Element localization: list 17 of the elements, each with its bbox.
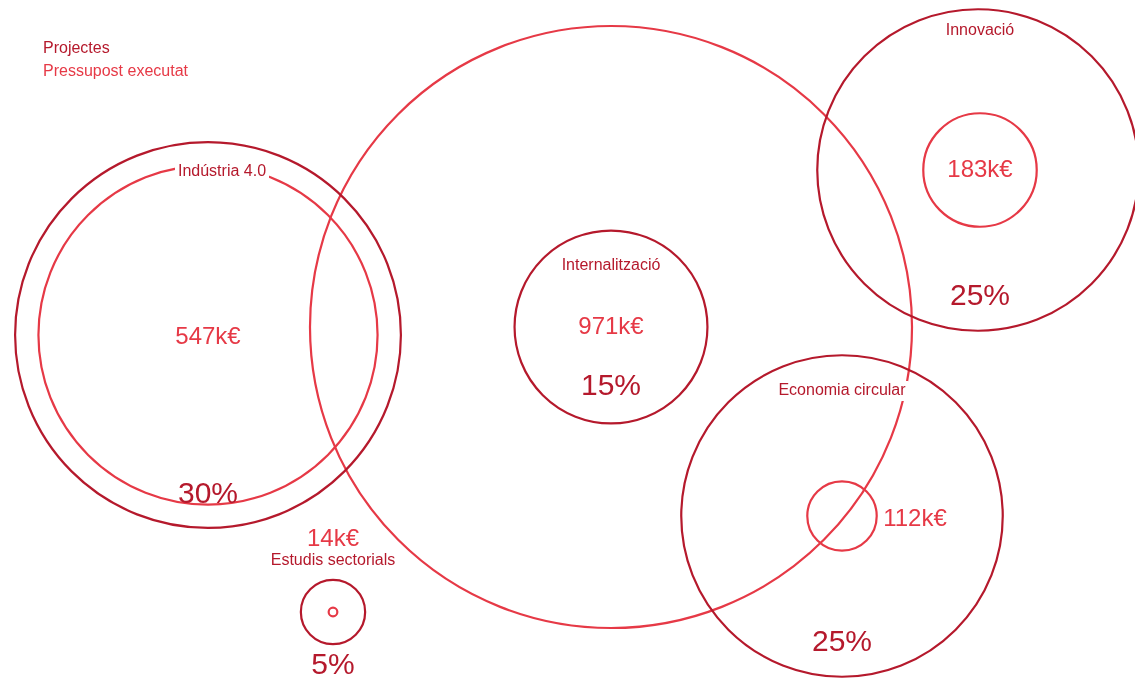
- category-label: Economia circular: [778, 381, 907, 399]
- data-label: 25%: [811, 624, 873, 658]
- data-label: 547k€: [175, 321, 242, 349]
- category-label: Innovació: [945, 21, 1015, 39]
- legend-label: Pressupost executat: [43, 61, 188, 81]
- data-label: 25%: [949, 278, 1011, 312]
- data-label: 112k€: [883, 503, 948, 531]
- legend-label: Projectes: [43, 38, 111, 58]
- data-label: 15%: [580, 368, 642, 402]
- category-label: Indústria 4.0: [177, 162, 267, 180]
- category-label: Internalització: [561, 256, 661, 274]
- data-label: 30%: [177, 476, 239, 510]
- data-label: 5%: [311, 647, 355, 681]
- data-label: 971k€: [578, 311, 645, 339]
- data-label: 14k€: [306, 523, 360, 551]
- data-label: 183k€: [947, 154, 1014, 182]
- category-label: Estudis sectorials: [270, 551, 396, 569]
